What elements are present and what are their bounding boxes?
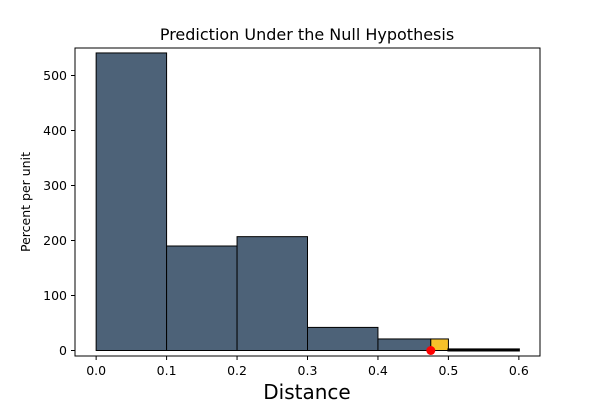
- x-tick-label: 0.0: [86, 363, 106, 378]
- x-tick-label: 0.1: [157, 363, 177, 378]
- y-tick-label: 100: [43, 288, 67, 303]
- x-tick-label: 0.3: [298, 363, 318, 378]
- histogram-bar: [377, 338, 432, 352]
- y-tick-label: 300: [43, 178, 67, 193]
- point-layer: [426, 346, 436, 355]
- bars-layer: [95, 52, 520, 352]
- x-axis-ticks: 0.0 0.1 0.2 0.3 0.4 0.5 0.6: [86, 356, 529, 378]
- y-tick-label: 200: [43, 233, 67, 248]
- x-tick-label: 0.5: [438, 363, 458, 378]
- x-tick-label: 0.2: [227, 363, 247, 378]
- x-axis-label: Distance: [263, 380, 350, 400]
- y-tick-label: 0: [59, 343, 67, 358]
- chart-title: Prediction Under the Null Hypothesis: [160, 25, 454, 44]
- histogram-bar: [447, 348, 520, 352]
- y-tick-label: 400: [43, 123, 67, 138]
- histogram-bar-highlight: [430, 338, 449, 352]
- histogram-bar: [95, 52, 168, 351]
- observed-point-marker: [426, 346, 436, 355]
- histogram-bar: [166, 245, 238, 351]
- histogram-bar: [307, 326, 379, 351]
- x-tick-label: 0.6: [509, 363, 529, 378]
- y-axis-ticks: 0 100 200 300 400 500: [43, 68, 75, 358]
- x-tick-label: 0.4: [368, 363, 388, 378]
- y-axis-label: Percent per unit: [18, 152, 33, 252]
- histogram-bar: [236, 236, 308, 351]
- y-tick-label: 500: [43, 68, 67, 83]
